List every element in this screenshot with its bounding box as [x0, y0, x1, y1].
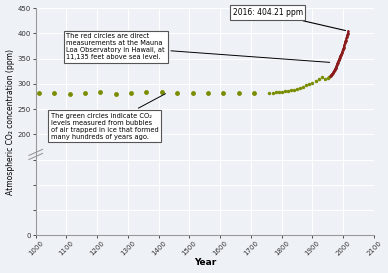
Text: The red circles are direct
measurements at the Mauna
Loa Observatory in Hawaii, : The red circles are direct measurements …	[66, 33, 330, 62]
X-axis label: Year: Year	[194, 259, 216, 268]
Y-axis label: Atmospheric CO₂ concentration (ppm): Atmospheric CO₂ concentration (ppm)	[5, 49, 15, 195]
Text: 2016: 404.21 ppm: 2016: 404.21 ppm	[232, 8, 345, 31]
Text: The green circles indicate CO₂
levels measured from bubbles
of air trapped in ic: The green circles indicate CO₂ levels me…	[51, 94, 166, 140]
